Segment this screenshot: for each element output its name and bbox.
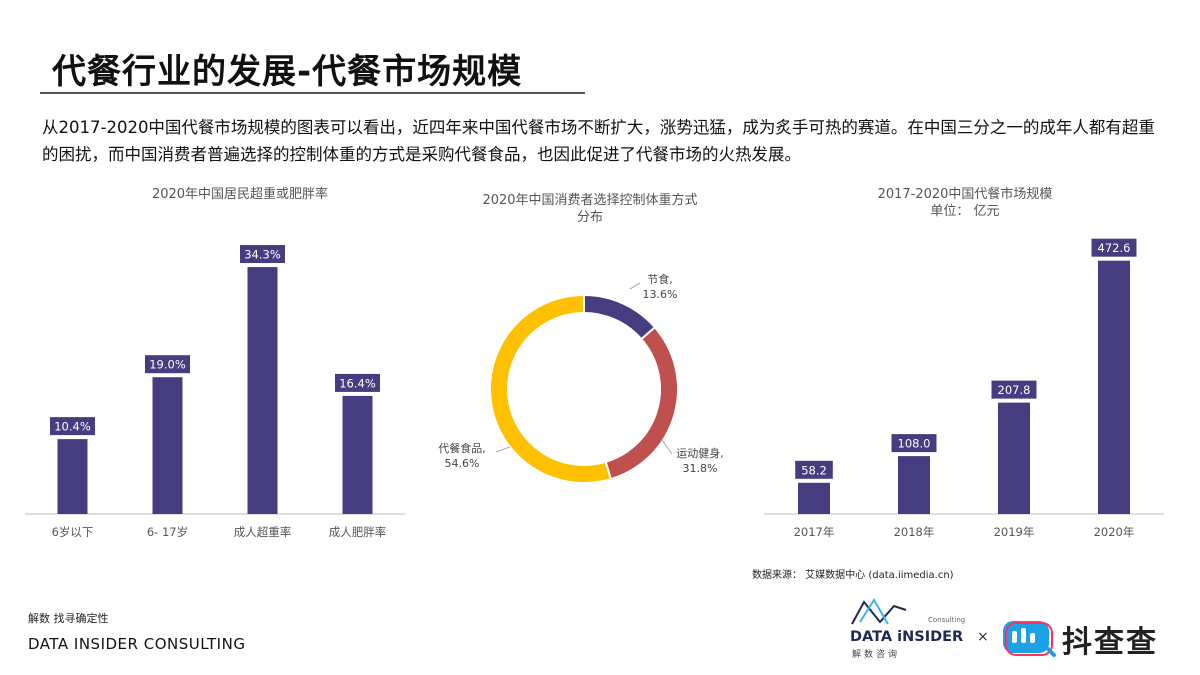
- data-source: 数据来源： 艾媒数据中心 (data.iimedia.cn): [752, 570, 954, 581]
- logo-separator: ×: [977, 629, 989, 645]
- data-insider-wordmark: DATA iNSIDER: [850, 629, 964, 645]
- chart3-title-line2: 单位： 亿元: [930, 204, 1000, 219]
- bar: [342, 395, 373, 514]
- chart2-title-line1: 2020年中国消费者选择控制体重方式: [482, 193, 698, 208]
- data-label-bg: [795, 460, 833, 479]
- data-label: 472.6: [1098, 241, 1131, 255]
- intro-paragraph: 从2017-2020中国代餐市场规模的图表可以看出，近四年来中国代餐市场不断扩大…: [42, 118, 1155, 164]
- data-label-gap: [238, 263, 287, 266]
- x-tick-label: 2019年: [994, 525, 1035, 539]
- x-tick-label: 成人肥胖率: [329, 525, 387, 539]
- chart2-title-line2: 分布: [576, 210, 603, 225]
- data-label-bg: [991, 380, 1037, 399]
- slice-label-name: 运动健身,: [676, 446, 724, 460]
- slice-label-value: 31.8%: [683, 462, 718, 475]
- data-label-gap: [1089, 257, 1139, 260]
- bar: [898, 456, 930, 514]
- title-underline: [40, 92, 585, 94]
- page-title: 代餐行业的发展-代餐市场规模: [52, 52, 523, 92]
- data-label-bg: [50, 417, 95, 436]
- slice-label-value: 13.6%: [643, 288, 678, 301]
- data-insider-logo: Consulting DATA iNSIDER 解数咨询: [850, 596, 970, 660]
- footer-slogan: 解数 找寻确定性: [28, 612, 109, 625]
- x-tick-label: 成人超重率: [234, 525, 292, 539]
- data-label-bg: [240, 245, 285, 264]
- chart3-title: 2017-2020中国代餐市场规模 单位： 亿元: [800, 186, 1130, 220]
- data-label: 207.8: [998, 383, 1031, 397]
- douchacha-logo: 抖查查: [1000, 615, 1180, 660]
- data-label-bg: [1091, 238, 1137, 257]
- chart1-title: 2020年中国居民超重或肥胖率: [151, 187, 329, 202]
- slice-label-name: 代餐食品,: [438, 441, 486, 455]
- bar: [798, 482, 830, 514]
- leader-line: [661, 439, 673, 455]
- bar: [247, 267, 278, 514]
- data-label-bg: [891, 434, 937, 453]
- donut-slice: [489, 293, 613, 484]
- data-label-bg: [145, 355, 190, 374]
- data-insider-logo-mark: [851, 598, 907, 625]
- douchacha-wordmark: 抖查查: [1062, 625, 1158, 660]
- douchacha-logo-icon: [1003, 621, 1056, 657]
- data-label: 19.0%: [149, 358, 186, 372]
- data-label-gap: [793, 479, 835, 482]
- data-label: 34.3%: [244, 248, 281, 262]
- data-label-gap: [889, 452, 939, 455]
- bar: [57, 439, 88, 514]
- bar: [152, 377, 183, 514]
- data-label-bg: [335, 373, 380, 392]
- data-label: 10.4%: [54, 420, 91, 434]
- x-tick-label: 2020年: [1094, 525, 1135, 539]
- x-tick-label: 2017年: [794, 525, 835, 539]
- x-tick-label: 2018年: [894, 525, 935, 539]
- chart3-title-line1: 2017-2020中国代餐市场规模: [877, 187, 1053, 202]
- slice-label-name: 节食,: [647, 272, 673, 286]
- leader-line: [495, 446, 511, 453]
- slice-label-value: 54.6%: [445, 457, 480, 470]
- data-label: 58.2: [801, 463, 827, 477]
- data-label-gap: [333, 392, 382, 395]
- leader-line: [629, 282, 641, 290]
- bar: [998, 402, 1030, 514]
- data-insider-consulting-label: Consulting: [928, 616, 966, 624]
- data-label: 108.0: [898, 437, 931, 451]
- data-label-gap: [143, 373, 192, 376]
- data-label-gap: [48, 435, 97, 438]
- data-insider-cn-name: 解数咨询: [852, 650, 901, 660]
- footer-company: DATA INSIDER CONSULTING: [28, 635, 246, 653]
- chart2-title: 2020年中国消费者选择控制体重方式 分布: [420, 192, 760, 226]
- x-tick-label: 6- 17岁: [147, 525, 188, 539]
- x-tick-label: 6岁以下: [52, 525, 94, 539]
- bar: [1098, 260, 1130, 514]
- data-label-gap: [989, 399, 1039, 402]
- data-label: 16.4%: [339, 376, 376, 390]
